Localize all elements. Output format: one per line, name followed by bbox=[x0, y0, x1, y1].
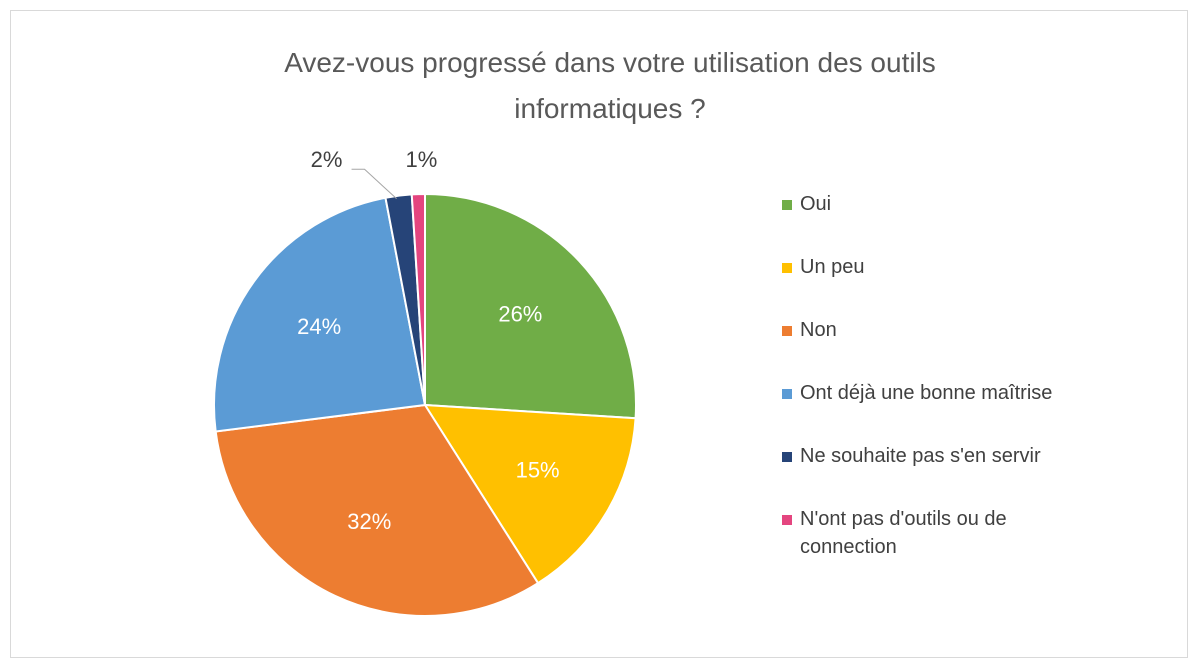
pie-slice bbox=[423, 403, 637, 585]
legend: Oui Un peu Non Ont déjà une bonne maîtrise N… bbox=[782, 190, 1072, 561]
chart-frame bbox=[10, 10, 1188, 658]
data-label: 32% bbox=[347, 509, 391, 534]
legend-label: Non bbox=[800, 319, 837, 341]
data-label: 15% bbox=[516, 457, 560, 482]
data-label: 26% bbox=[498, 301, 542, 326]
data-label: 24% bbox=[297, 314, 341, 339]
legend-item: N'ont pas d'outils ou de connection bbox=[782, 505, 1072, 561]
pie-slice bbox=[424, 192, 637, 420]
legend-label: Ne souhaite pas s'en servir bbox=[800, 445, 1041, 467]
legend-item: Ne souhaite pas s'en servir bbox=[782, 442, 1072, 470]
pie-slice bbox=[213, 196, 427, 433]
pie-slice bbox=[410, 192, 426, 406]
legend-item: Non bbox=[782, 316, 1072, 344]
legend-label: N'ont pas d'outils ou de connection bbox=[800, 508, 1007, 558]
legend-swatch bbox=[782, 263, 792, 273]
legend-swatch bbox=[782, 326, 792, 336]
legend-label: Un peu bbox=[800, 256, 865, 278]
legend-item: Ont déjà une bonne maîtrise bbox=[782, 379, 1072, 407]
pie-slice bbox=[214, 403, 540, 617]
leader-line bbox=[351, 168, 397, 200]
legend-swatch bbox=[782, 452, 792, 462]
legend-item: Oui bbox=[782, 190, 1072, 218]
legend-swatch bbox=[782, 389, 792, 399]
legend-item: Un peu bbox=[782, 253, 1072, 281]
data-label: 1% bbox=[405, 147, 437, 172]
legend-label: Ont déjà une bonne maîtrise bbox=[800, 382, 1053, 404]
chart-title: Avez-vous progressé dans votre utilisati… bbox=[284, 47, 936, 124]
legend-swatch bbox=[782, 515, 792, 525]
legend-label: Oui bbox=[800, 193, 832, 215]
data-label: 2% bbox=[311, 147, 343, 172]
legend-swatch bbox=[782, 200, 792, 210]
